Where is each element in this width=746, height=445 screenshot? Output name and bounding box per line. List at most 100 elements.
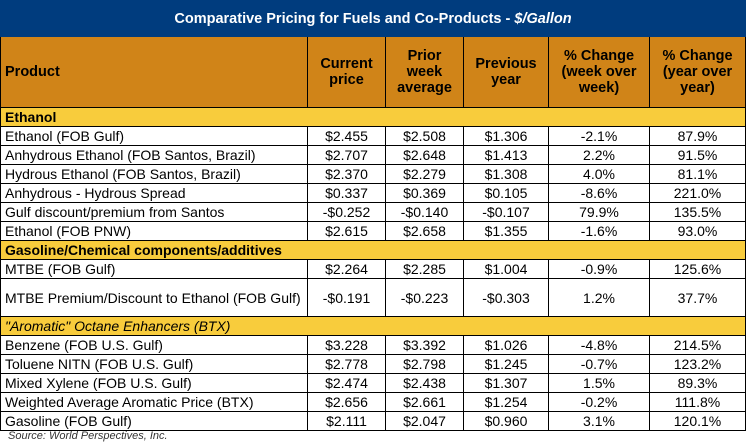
- table-row: Gulf discount/premium from Santos -$0.252…: [0, 202, 746, 222]
- value-cell: -8.6%: [548, 183, 650, 203]
- value-cell: $2.798: [385, 354, 464, 374]
- value-cell: $2.658: [385, 221, 464, 241]
- value-cell: $2.047: [385, 411, 464, 431]
- value-cell: $1.254: [463, 392, 549, 412]
- product-cell: Gulf discount/premium from Santos: [0, 202, 308, 222]
- value-cell: 81.1%: [649, 164, 746, 184]
- value-cell: $2.707: [307, 145, 386, 165]
- value-cell: $1.355: [463, 221, 549, 241]
- pricing-table: Comparative Pricing for Fuels and Co-Pro…: [0, 0, 746, 431]
- value-cell: $1.308: [463, 164, 549, 184]
- value-cell: $2.508: [385, 126, 464, 146]
- value-cell: 3.1%: [548, 411, 650, 431]
- table-row: Ethanol (FOB PNW) $2.615 $2.658 $1.355 -1.6%…: [0, 221, 746, 241]
- value-cell: -$0.107: [463, 202, 549, 222]
- value-cell: $3.228: [307, 335, 386, 355]
- table-row: Benzene (FOB U.S. Gulf) $3.228 $3.392 $1.02…: [0, 335, 746, 355]
- value-cell: 221.0%: [649, 183, 746, 203]
- section-row: Ethanol: [0, 107, 746, 127]
- value-cell: $1.306: [463, 126, 549, 146]
- value-cell: $2.264: [307, 259, 386, 279]
- value-cell: $1.245: [463, 354, 549, 374]
- product-cell: Mixed Xylene (FOB U.S. Gulf): [0, 373, 308, 393]
- column-header: Current price: [307, 36, 386, 108]
- value-cell: -$0.191: [307, 278, 386, 317]
- table-row: Anhydrous - Hydrous Spread $0.337 $0.369 $0…: [0, 183, 746, 203]
- value-cell: $0.337: [307, 183, 386, 203]
- product-cell: Anhydrous - Hydrous Spread: [0, 183, 308, 203]
- value-cell: -0.9%: [548, 259, 650, 279]
- source-note: Source: World Perspectives, Inc.: [8, 430, 168, 442]
- value-cell: 214.5%: [649, 335, 746, 355]
- value-cell: 4.0%: [548, 164, 650, 184]
- value-cell: 111.8%: [649, 392, 746, 412]
- value-cell: $2.285: [385, 259, 464, 279]
- value-cell: -$0.303: [463, 278, 549, 317]
- value-cell: 135.5%: [649, 202, 746, 222]
- table-row: Anhydrous Ethanol (FOB Santos, Brazil) $2…: [0, 145, 746, 165]
- header-row: Product Current price Prior week average Pr…: [0, 36, 746, 108]
- value-cell: $2.615: [307, 221, 386, 241]
- table-row: Toluene NITN (FOB U.S. Gulf) $2.778 $2.798…: [0, 354, 746, 374]
- value-cell: $1.307: [463, 373, 549, 393]
- value-cell: $2.455: [307, 126, 386, 146]
- value-cell: $3.392: [385, 335, 464, 355]
- value-cell: $2.656: [307, 392, 386, 412]
- value-cell: $0.369: [385, 183, 464, 203]
- table-row: Weighted Average Aromatic Price (BTX) $2.…: [0, 392, 746, 412]
- value-cell: $2.370: [307, 164, 386, 184]
- value-cell: 1.5%: [548, 373, 650, 393]
- value-cell: $1.026: [463, 335, 549, 355]
- value-cell: 91.5%: [649, 145, 746, 165]
- product-cell: Benzene (FOB U.S. Gulf): [0, 335, 308, 355]
- value-cell: -4.8%: [548, 335, 650, 355]
- title-unit: $/Gallon: [514, 10, 572, 27]
- section-row: "Aromatic" Octane Enhancers (BTX): [0, 316, 746, 336]
- product-cell: Weighted Average Aromatic Price (BTX): [0, 392, 308, 412]
- product-cell: MTBE (FOB Gulf): [0, 259, 308, 279]
- column-header: % Change (week over week): [548, 36, 650, 108]
- value-cell: $1.004: [463, 259, 549, 279]
- table-title: Comparative Pricing for Fuels and Co-Pro…: [0, 0, 746, 37]
- column-header: Previous year: [463, 36, 549, 108]
- value-cell: 120.1%: [649, 411, 746, 431]
- product-cell: Ethanol (FOB Gulf): [0, 126, 308, 146]
- value-cell: 79.9%: [548, 202, 650, 222]
- value-cell: $2.111: [307, 411, 386, 431]
- section-label: Ethanol: [0, 107, 746, 127]
- table-row: MTBE Premium/Discount to Ethanol (FOB Gu…: [0, 278, 746, 317]
- product-cell: Anhydrous Ethanol (FOB Santos, Brazil): [0, 145, 308, 165]
- column-header: Prior week average: [385, 36, 464, 108]
- section-label: "Aromatic" Octane Enhancers (BTX): [0, 316, 746, 336]
- value-cell: -0.7%: [548, 354, 650, 374]
- product-cell: Gasoline (FOB Gulf): [0, 411, 308, 431]
- value-cell: -1.6%: [548, 221, 650, 241]
- value-cell: 1.2%: [548, 278, 650, 317]
- value-cell: -$0.223: [385, 278, 464, 317]
- section-label: Gasoline/Chemical components/additives: [0, 240, 746, 260]
- table-row: Mixed Xylene (FOB U.S. Gulf) $2.474 $2.438…: [0, 373, 746, 393]
- product-cell: Hydrous Ethanol (FOB Santos, Brazil): [0, 164, 308, 184]
- value-cell: $2.661: [385, 392, 464, 412]
- value-cell: $0.960: [463, 411, 549, 431]
- value-cell: $1.413: [463, 145, 549, 165]
- value-cell: 2.2%: [548, 145, 650, 165]
- product-cell: Ethanol (FOB PNW): [0, 221, 308, 241]
- value-cell: 37.7%: [649, 278, 746, 317]
- value-cell: $2.778: [307, 354, 386, 374]
- table-row: Gasoline (FOB Gulf) $2.111 $2.047 $0.960 3.1…: [0, 411, 746, 431]
- value-cell: -2.1%: [548, 126, 650, 146]
- table-row: MTBE (FOB Gulf) $2.264 $2.285 $1.004 -0.9% 12…: [0, 259, 746, 279]
- value-cell: 89.3%: [649, 373, 746, 393]
- value-cell: -0.2%: [548, 392, 650, 412]
- value-cell: $0.105: [463, 183, 549, 203]
- value-cell: -$0.140: [385, 202, 464, 222]
- column-header: % Change (year over year): [649, 36, 746, 108]
- value-cell: 123.2%: [649, 354, 746, 374]
- table-row: Ethanol (FOB Gulf) $2.455 $2.508 $1.306 -2.1…: [0, 126, 746, 146]
- value-cell: -$0.252: [307, 202, 386, 222]
- value-cell: $2.279: [385, 164, 464, 184]
- value-cell: 87.9%: [649, 126, 746, 146]
- value-cell: $2.474: [307, 373, 386, 393]
- value-cell: $2.648: [385, 145, 464, 165]
